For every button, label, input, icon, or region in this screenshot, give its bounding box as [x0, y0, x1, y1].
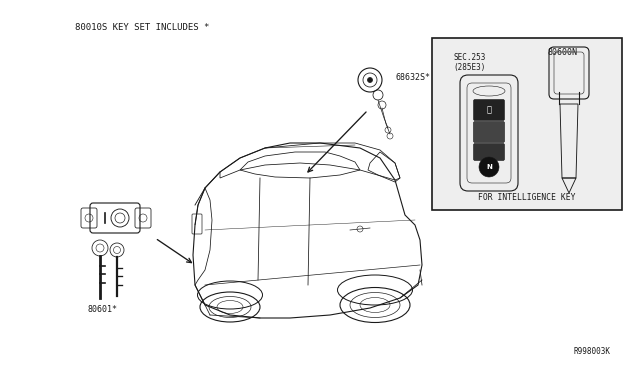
- Text: 68632S*: 68632S*: [395, 74, 430, 83]
- FancyBboxPatch shape: [432, 38, 622, 210]
- Text: SEC.253
(285E3): SEC.253 (285E3): [454, 53, 486, 73]
- Text: 80601*: 80601*: [88, 305, 118, 314]
- FancyBboxPatch shape: [474, 99, 504, 121]
- Text: N: N: [486, 164, 492, 170]
- FancyBboxPatch shape: [474, 144, 504, 160]
- Text: R998003K: R998003K: [573, 347, 610, 356]
- Circle shape: [367, 77, 372, 83]
- Text: 80010S KEY SET INCLUDES *: 80010S KEY SET INCLUDES *: [75, 23, 209, 32]
- Text: 80600N: 80600N: [547, 48, 577, 57]
- Text: FOR INTELLIGENCE KEY: FOR INTELLIGENCE KEY: [478, 193, 576, 202]
- Circle shape: [479, 157, 499, 177]
- Text: 🔒: 🔒: [486, 106, 492, 115]
- FancyBboxPatch shape: [474, 122, 504, 142]
